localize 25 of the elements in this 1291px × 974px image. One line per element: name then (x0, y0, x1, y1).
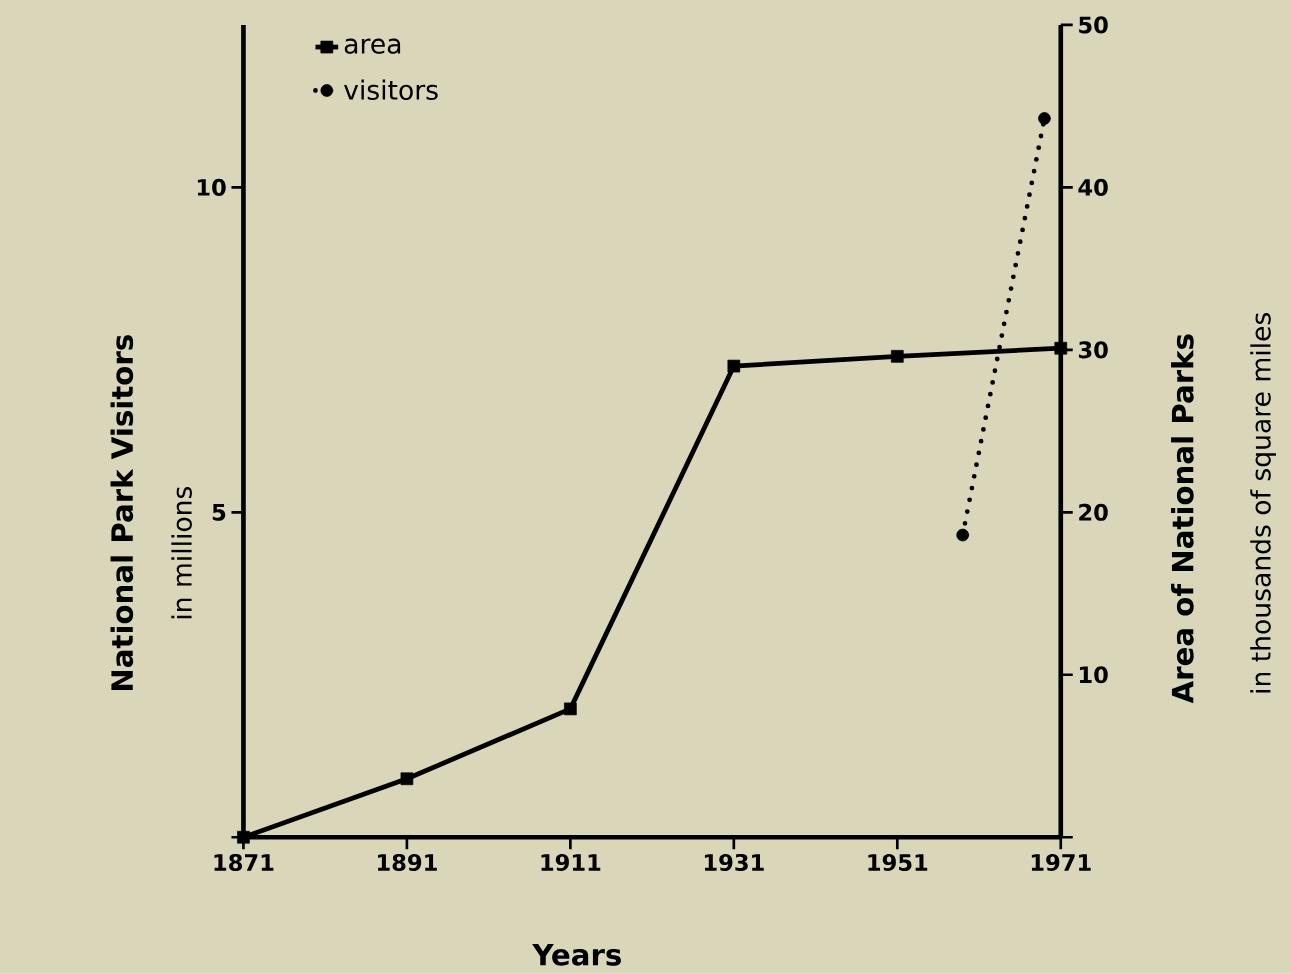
y2-tick-label: 10 (1079, 666, 1108, 684)
x-tick-label: 1971 (1031, 854, 1091, 872)
point (400, 772, 414, 786)
y2-axis-title: Area of National Parks (1171, 334, 1194, 704)
y-tick-label: 5 (212, 504, 226, 521)
x-tick-label: 1871 (214, 853, 274, 872)
x-tick-label: 1951 (868, 854, 928, 872)
y2-tick-label: 30 (1078, 341, 1108, 359)
text: in thousands of square miles (1250, 313, 1276, 693)
legend-label: visitors (344, 79, 438, 101)
point (890, 350, 904, 363)
y2-tick-label: 20 (1079, 503, 1108, 521)
x-tick-label: 1911 (541, 854, 601, 872)
y2-tick-label: 40 (1078, 178, 1108, 197)
point (1054, 342, 1068, 355)
legend-label: area (344, 38, 401, 54)
x-tick-label: 1891 (378, 853, 437, 872)
x-tick-label: 1931 (704, 853, 764, 872)
y-axis-title: National Park Visitors (110, 335, 134, 691)
point (727, 359, 741, 373)
x-axis-title: Years (532, 944, 621, 966)
y2-tick-label: 50 (1079, 16, 1108, 34)
point (237, 831, 250, 844)
text: in millions (171, 487, 192, 619)
point (564, 702, 577, 716)
